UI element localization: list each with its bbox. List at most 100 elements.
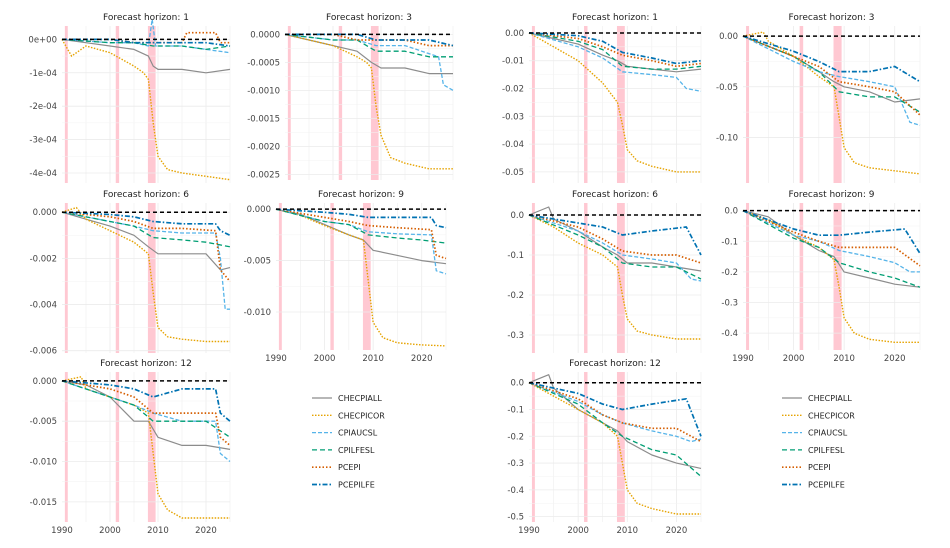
recession-band	[115, 26, 120, 183]
series-line-checpicor	[61, 39, 231, 181]
panel-title: Forecast horizon: 6	[103, 190, 189, 200]
series-line-cpilfesl	[528, 382, 702, 477]
y-tick-label: 0e+00	[28, 35, 57, 45]
series-line-cpiaucsl	[528, 214, 702, 282]
y-tick-label: -2e-04	[29, 102, 57, 112]
series-line-cpilfesl	[742, 210, 921, 288]
legend-label: PCEPI	[808, 463, 831, 472]
series-line-pcepilfe	[61, 211, 231, 237]
legend-label: CPILFESL	[808, 446, 845, 455]
recession-band	[531, 26, 535, 183]
y-tick-label: -0.04	[502, 140, 524, 150]
panel-title: Forecast horizon: 6	[572, 190, 658, 200]
y-tick-label: -0.0025	[247, 170, 280, 180]
y-tick-label: -0.2	[507, 432, 524, 442]
chart-panel: Forecast horizon: 12 0.000 -0.005 -0.010 -0.…	[30, 359, 231, 536]
x-tick-label: 1990	[51, 526, 73, 536]
series-line-cpilfesl	[61, 380, 231, 438]
series-line-pcepi	[61, 211, 231, 283]
legend: CHECPIALL CHECPICOR CPIAUCSL CPILFESL PCEPI P…	[782, 394, 855, 490]
recession-band	[147, 372, 156, 522]
y-tick-label: -0.006	[30, 347, 57, 357]
series-line-pcepi	[275, 208, 447, 260]
y-tick-label: 0.0000	[250, 30, 280, 40]
y-tick-label: -0.4	[721, 329, 738, 339]
x-tick-label: 2000	[314, 354, 336, 364]
series-line-cpiaucsl	[742, 210, 920, 273]
legend-label: CPIAUCSL	[808, 429, 848, 438]
y-tick-label: -0.2	[721, 268, 738, 278]
series-line-checpiall	[284, 33, 453, 75]
series-line-cpilfesl	[742, 35, 921, 113]
series-line-pcepi	[528, 214, 702, 264]
series-line-cpilfesl	[528, 214, 702, 280]
y-tick-label: -0.0015	[247, 114, 280, 124]
y-tick-label: -0.1	[721, 237, 738, 247]
legend-label: PCEPI	[338, 463, 361, 472]
series-line-pcepi	[61, 380, 231, 447]
y-tick-label: -0.3	[507, 459, 524, 469]
y-tick-label: -1e-04	[29, 69, 57, 79]
series-line-checpiall	[61, 380, 231, 450]
series-line-cpiaucsl	[528, 382, 702, 443]
panel-title: Forecast horizon: 3	[789, 13, 875, 23]
y-tick-label: -0.02	[502, 85, 524, 95]
recession-band	[64, 372, 68, 522]
series-line-cpilfesl	[528, 32, 702, 70]
x-tick-label: 2000	[783, 354, 805, 364]
panel-title: Forecast horizon: 1	[572, 13, 658, 23]
recession-band	[115, 203, 120, 353]
y-tick-label: 0.0	[510, 211, 524, 221]
y-tick-label: 0.00	[505, 29, 524, 39]
chart-panel: Forecast horizon: 9 0.000 -0.005 -0.010 1990…	[244, 190, 447, 364]
recession-band	[64, 26, 68, 183]
y-tick-label: -0.005	[30, 417, 57, 427]
series-line-checpiall	[528, 206, 702, 272]
series-line-pcepi	[742, 35, 921, 116]
y-tick-label: -0.10	[716, 133, 738, 143]
y-tick-label: 0.000	[247, 205, 271, 215]
series-line-checpicor	[528, 32, 701, 173]
x-tick-label: 1990	[732, 354, 754, 364]
recession-band	[616, 203, 625, 353]
y-tick-label: -0.2	[507, 291, 524, 301]
series-line-cpilfesl	[61, 211, 231, 248]
series-line-pcepi	[528, 32, 702, 68]
chart-panel: Forecast horizon: 3 0.00 -0.05 -0.10	[716, 13, 921, 183]
x-tick-label: 2020	[666, 526, 688, 536]
recession-band	[147, 26, 156, 183]
legend-label: PCEPILFE	[338, 481, 375, 490]
panel-title: Forecast horizon: 9	[318, 190, 404, 200]
panel-title: Forecast horizon: 3	[326, 13, 412, 23]
recession-band	[115, 372, 120, 522]
x-tick-label: 2020	[884, 354, 906, 364]
series-line-pcepilfe	[742, 209, 921, 254]
series-line-pcepi	[742, 209, 921, 267]
chart-panel: Forecast horizon: 6 0.000 -0.002 -0.004 -0.0…	[30, 190, 231, 357]
y-tick-label: -0.05	[716, 83, 738, 93]
series-line-cpiaucsl	[742, 35, 921, 126]
panel-title: Forecast horizon: 9	[789, 190, 875, 200]
series-line-pcepilfe	[528, 381, 702, 437]
series-line-checpiall	[61, 211, 231, 271]
y-tick-label: -0.01	[502, 57, 524, 67]
legend-label: CHECPICOR	[338, 411, 385, 420]
series-line-checpicor	[275, 208, 447, 347]
chart-panel: Forecast horizon: 3 0.0000 -0.0005 -0.0010 -…	[247, 13, 454, 180]
y-tick-label: -0.015	[30, 498, 57, 508]
y-tick-label: -3e-04	[29, 136, 57, 146]
x-tick-label: 2000	[567, 526, 589, 536]
y-tick-label: -0.1	[507, 406, 524, 416]
legend-label: CPIAUCSL	[338, 429, 378, 438]
series-line-pcepi	[528, 381, 702, 443]
x-tick-label: 2010	[147, 526, 169, 536]
legend-label: CHECPIALL	[338, 394, 382, 403]
series-line-cpiaucsl	[528, 32, 702, 92]
y-tick-label: -0.5	[507, 513, 524, 523]
recession-band	[616, 372, 625, 522]
series-line-checpicor	[61, 376, 230, 519]
series-line-checpiall	[528, 374, 702, 469]
recession-band	[330, 203, 334, 350]
legend-label: PCEPILFE	[808, 481, 845, 490]
